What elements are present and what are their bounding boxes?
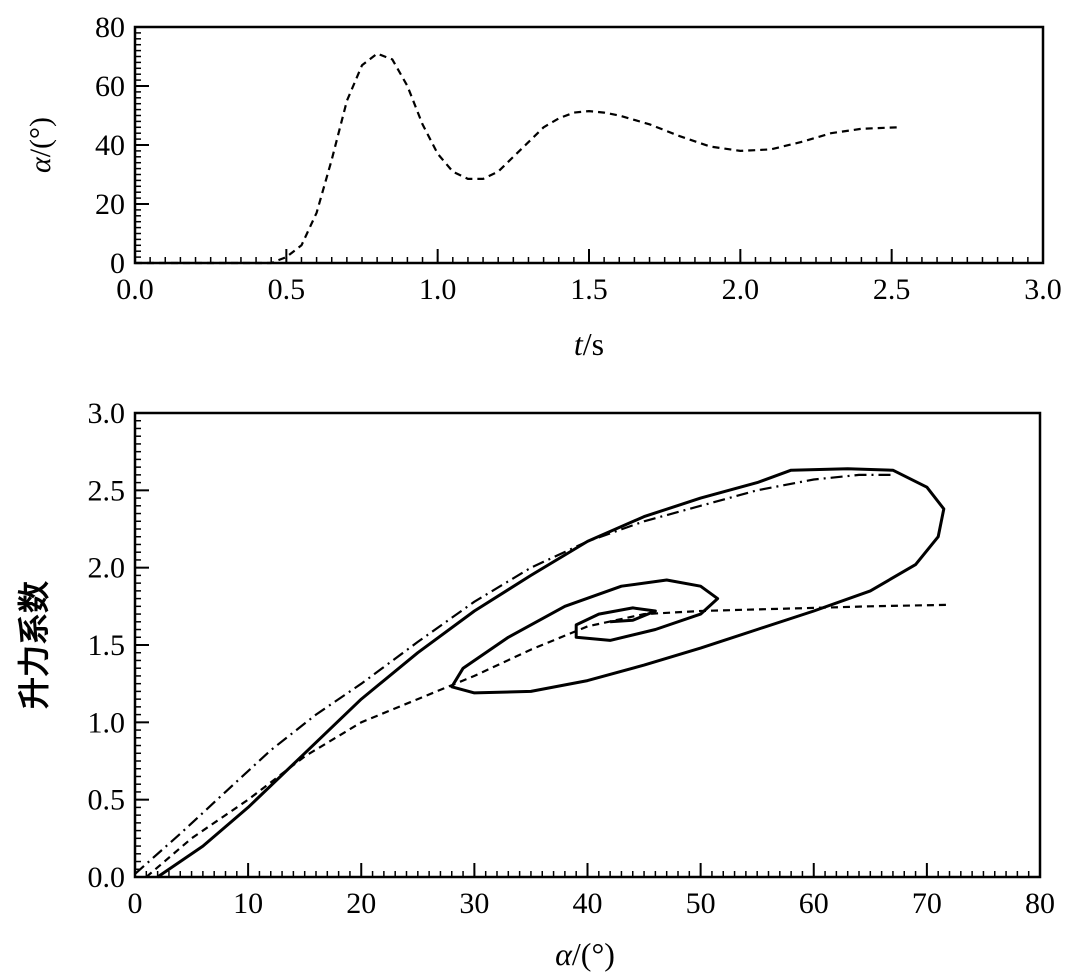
y-tick-label: 0.5 xyxy=(88,784,126,817)
x-tick-label: 1.5 xyxy=(570,273,608,306)
top-x-label: t/s xyxy=(574,326,604,362)
y-tick-label: 1.5 xyxy=(88,629,126,662)
y-tick-label: 40 xyxy=(95,129,125,162)
series-line-dashed xyxy=(145,603,950,878)
series-line-dashdot xyxy=(134,473,893,875)
y-tick-label: 2.5 xyxy=(88,474,126,507)
y-tick-label: 2.0 xyxy=(88,552,126,585)
x-tick-label: 0 xyxy=(128,887,143,920)
y-tick-label: 20 xyxy=(95,188,125,221)
x-tick-label: 40 xyxy=(573,887,603,920)
x-tick-label: 60 xyxy=(799,887,829,920)
x-tick-label: 2.5 xyxy=(873,273,911,306)
x-tick-label: 50 xyxy=(686,887,716,920)
alpha-time-plot: α/(°) t/s 0.0 0.5 1.0 1.5 2.0 2.5 3.0 0 20 40 60 80 xyxy=(24,11,1062,362)
x-tick-label: 70 xyxy=(912,887,942,920)
y-tick-label: 0.0 xyxy=(88,861,126,894)
plot-frame xyxy=(133,411,1042,879)
top-y-label: α/(°) xyxy=(24,117,57,173)
y-tick-label: 80 xyxy=(95,11,125,44)
y-tick-label: 1.0 xyxy=(88,706,126,739)
x-tick-label: 80 xyxy=(1025,887,1055,920)
series-line-dashed xyxy=(135,52,898,265)
x-tick-label: 0.0 xyxy=(116,273,154,306)
x-tick-label: 30 xyxy=(459,887,489,920)
x-tick-label: 3.0 xyxy=(1024,273,1062,306)
x-tick-label: 1.0 xyxy=(419,273,457,306)
series-line-solid xyxy=(156,467,946,879)
x-tick-label: 2.0 xyxy=(722,273,760,306)
x-tick-label: 20 xyxy=(346,887,376,920)
y-tick-label: 3.0 xyxy=(88,397,126,430)
lift-coefficient-plot: 升力系数 α/(°) 0 10 20 30 40 50 60 70 80 0.0 0.5 1.0 1.5… xyxy=(16,397,1055,972)
plot-frame xyxy=(133,25,1045,265)
y-tick-label: 60 xyxy=(95,70,125,103)
y-tick-label: 0 xyxy=(110,247,125,280)
bottom-x-label: α/(°) xyxy=(555,936,615,972)
bottom-y-label: 升力系数 xyxy=(16,580,52,709)
x-tick-label: 10 xyxy=(233,887,263,920)
x-tick-label: 0.5 xyxy=(268,273,306,306)
